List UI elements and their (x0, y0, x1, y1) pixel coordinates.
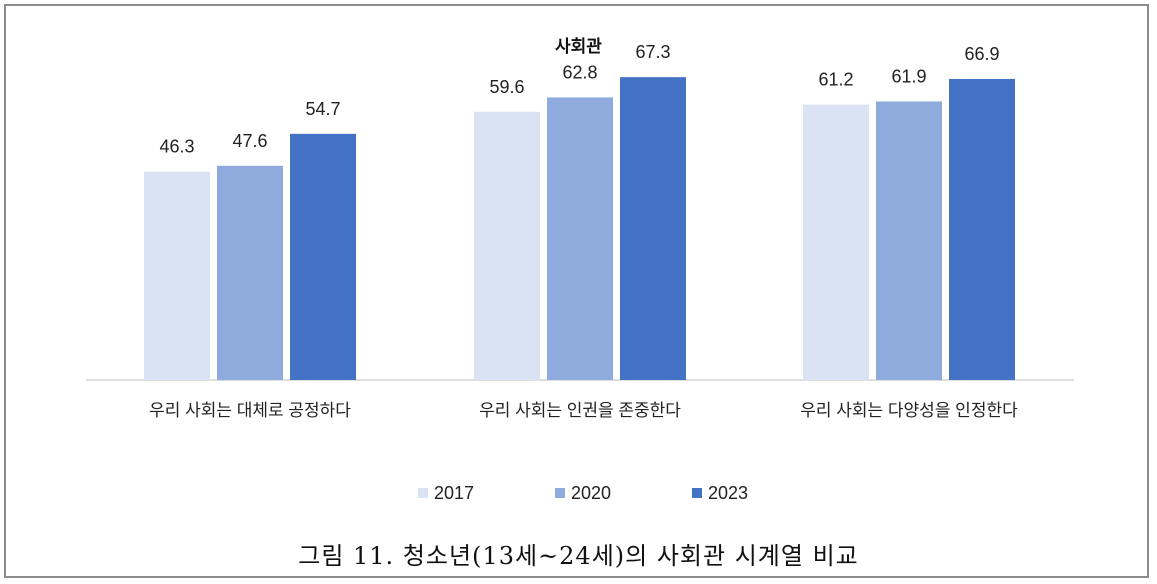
data-label-2017-1: 46.3 (159, 137, 194, 157)
category-label-3: 우리 사회는 다양성을 인정한다 (800, 401, 1018, 420)
data-label-2020-3: 61.9 (891, 66, 926, 86)
data-label-2023-3: 66.9 (964, 44, 999, 64)
data-label-2020-2: 62.8 (562, 62, 597, 82)
figure-caption: 그림 11. 청소년(13세~24세)의 사회관 시계열 비교 (298, 542, 859, 570)
legend-swatch-2023 (692, 488, 702, 498)
bar-2023-1 (290, 133, 356, 380)
legend-label-2020: 2020 (571, 482, 612, 503)
data-label-2023-2: 67.3 (635, 42, 670, 62)
legend-label-2017: 2017 (434, 482, 475, 503)
data-label-2017-2: 59.6 (489, 77, 524, 97)
category-label-2: 우리 사회는 인권을 존중한다 (479, 401, 681, 420)
category-label-1: 우리 사회는 대체로 공정하다 (149, 401, 351, 420)
legend-swatch-2020 (555, 488, 565, 498)
legend-item-2023: 2023 (692, 481, 748, 505)
legend-item-2020: 2020 (555, 481, 611, 505)
bar-2017-2 (474, 111, 540, 381)
legend-swatch-2017 (418, 488, 428, 498)
bar-2023-2 (620, 77, 686, 381)
bar-2017-3 (803, 104, 869, 380)
chart-title: 사회관 (555, 37, 602, 57)
bar-2017-1 (144, 171, 210, 380)
data-label-2017-3: 61.2 (818, 70, 853, 90)
legend-item-2017: 2017 (418, 481, 474, 505)
bar-2023-3 (949, 78, 1015, 380)
data-label-2023-1: 54.7 (305, 99, 340, 119)
data-label-2020-1: 47.6 (232, 131, 267, 151)
bar-2020-2 (547, 97, 613, 381)
bar-2020-3 (876, 101, 942, 380)
bar-2020-1 (217, 165, 283, 380)
legend-label-2023: 2023 (708, 482, 749, 503)
